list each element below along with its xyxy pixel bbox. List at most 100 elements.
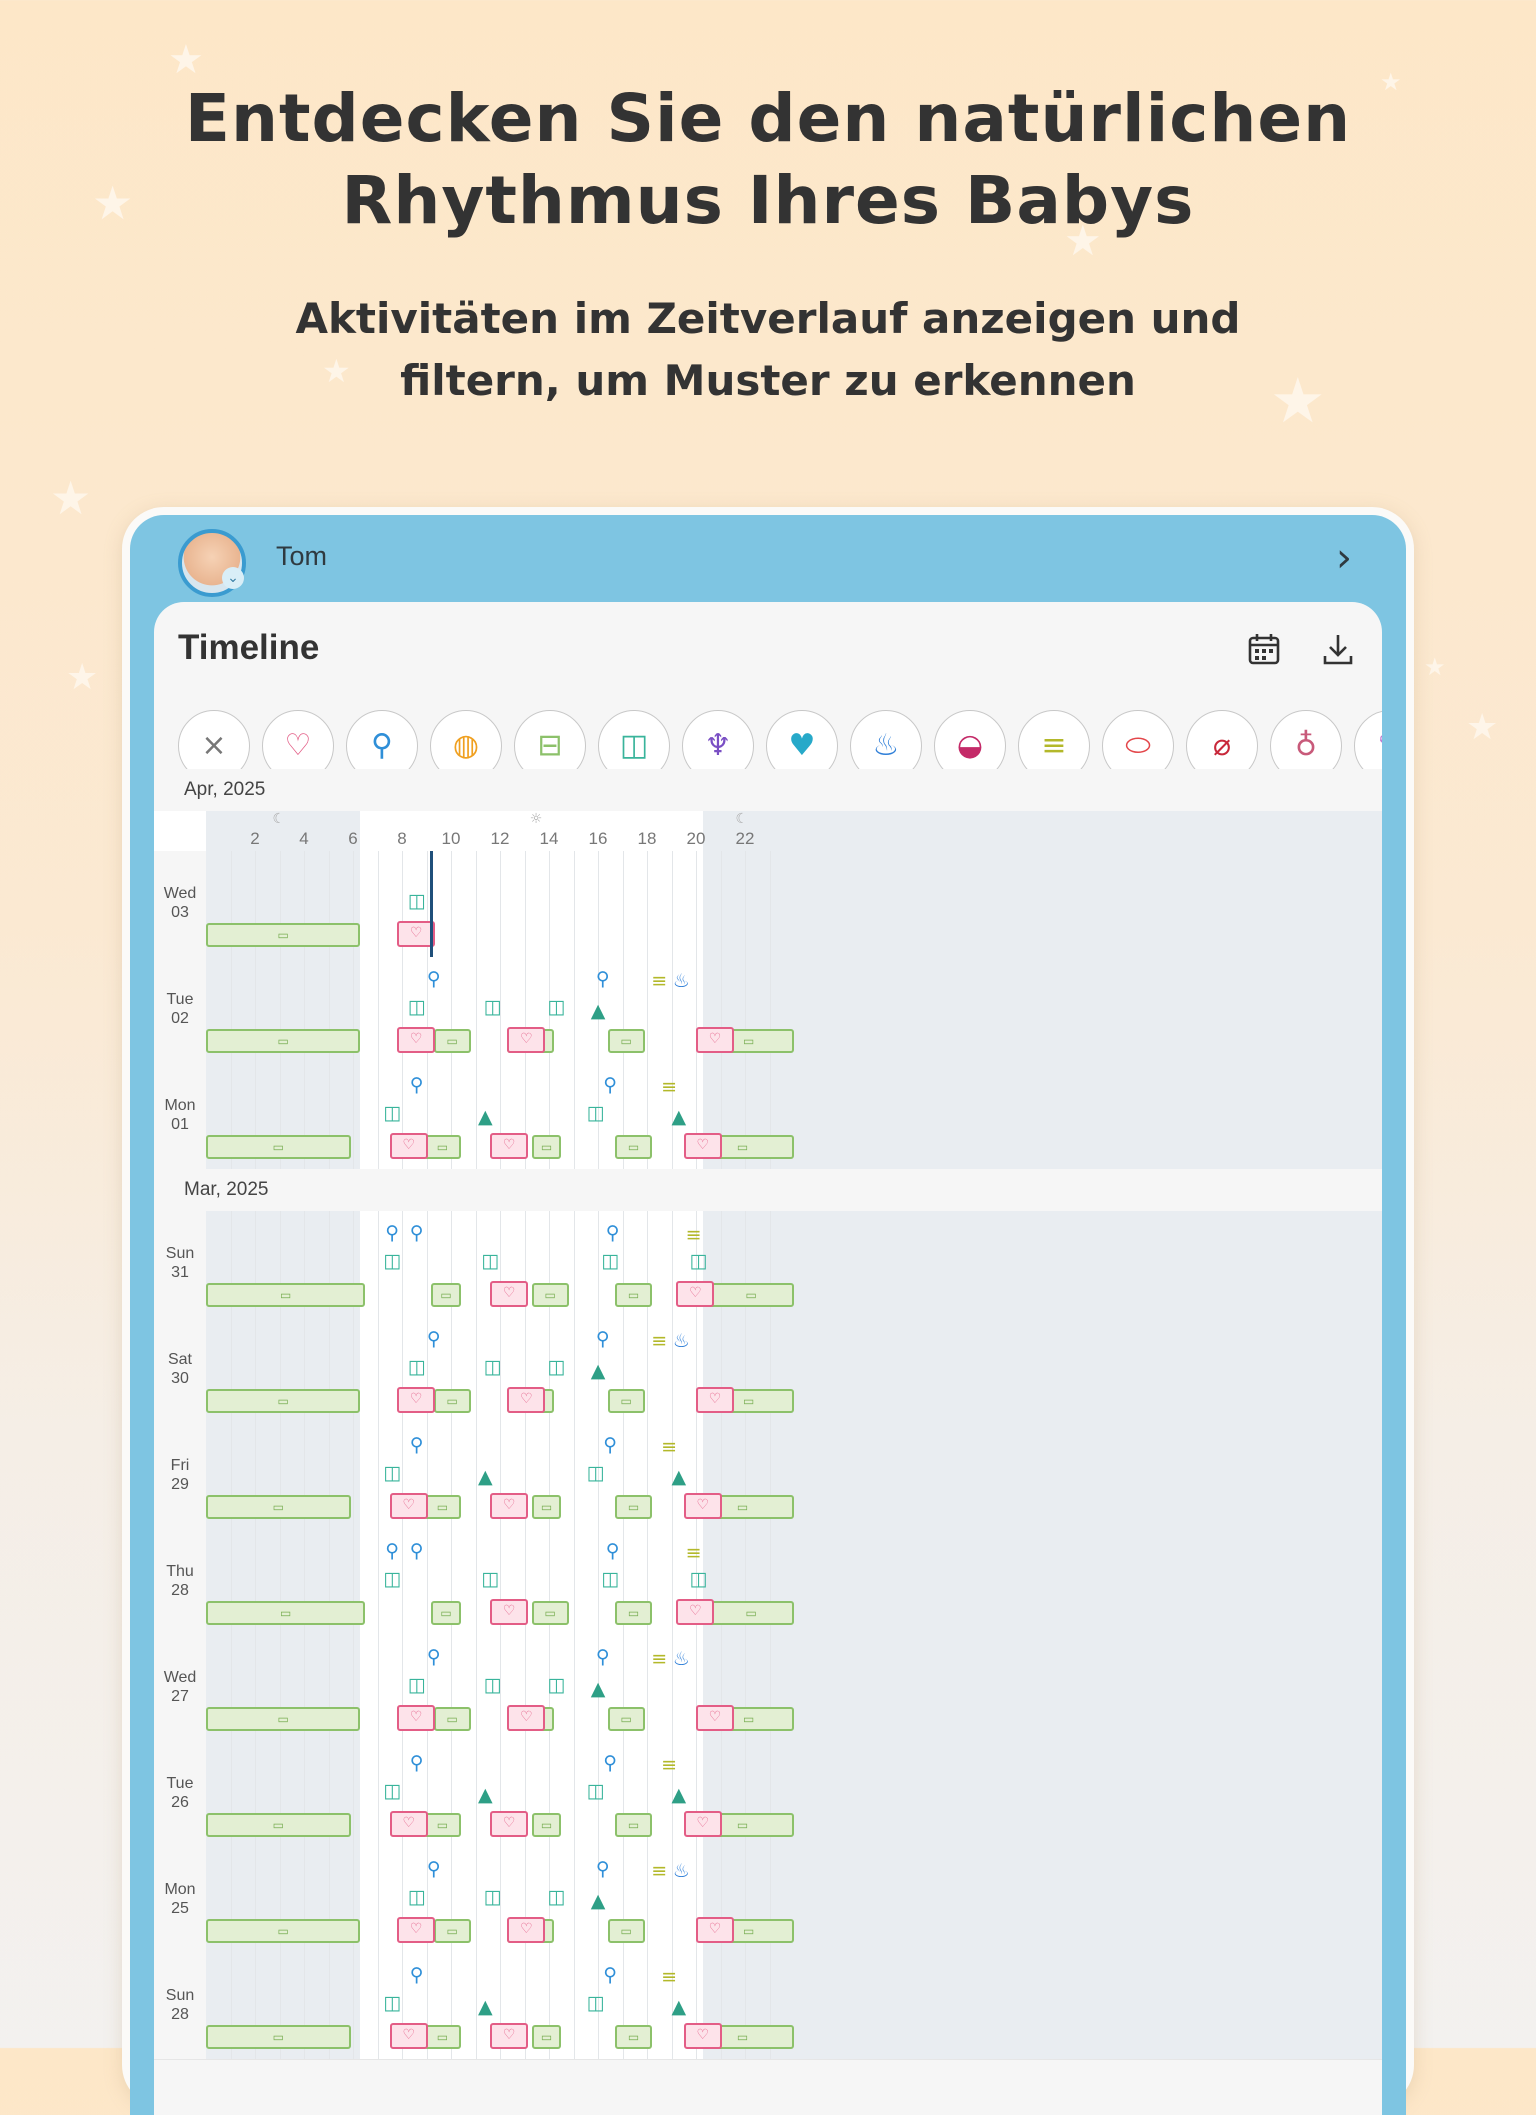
sleep-bar[interactable]: ▭ (424, 2025, 461, 2049)
sleep-bar[interactable]: ▭ (206, 1135, 351, 1159)
calendar-icon[interactable] (1244, 632, 1284, 672)
day-row[interactable]: Thu 28 ▭ ▭ ▭ ▭ ▭ ♡ ♡ ⚲ ⚲ ⚲ ◫ ◫ ◫ ◫ ≡ (154, 1529, 1382, 1636)
bath-icon[interactable]: ♨ (672, 1330, 690, 1352)
bottle-icon[interactable]: ⚲ (409, 1222, 424, 1244)
bottle-icon[interactable]: ⚲ (409, 1540, 424, 1562)
sleep-bar[interactable]: ▭ (424, 1813, 461, 1837)
bath-icon[interactable]: ♨ (672, 970, 690, 992)
breastfeeding-marker[interactable]: ♡ (683, 1493, 722, 1519)
bottle-icon[interactable]: ⚲ (426, 968, 441, 990)
sleep-bar[interactable]: ▭ (531, 1135, 562, 1159)
diaper-icon[interactable]: ◫ (407, 1886, 426, 1908)
day-row[interactable]: Mon 01 ▭ ▭ ▭ ▭ ▭ ♡ ♡ ♡ ⚲ ⚲ ◫ ◫ ▲ ▲ ≡ (154, 1063, 1382, 1170)
breastfeeding-marker[interactable]: ♡ (507, 1027, 546, 1053)
chevron-down-icon[interactable]: ⌄ (222, 567, 244, 589)
sleep-bar[interactable]: ▭ (206, 1029, 361, 1053)
sleep-bar[interactable]: ▭ (615, 1495, 652, 1519)
breastfeeding-marker[interactable]: ♡ (490, 2023, 529, 2049)
chevron-right-icon[interactable]: › (1336, 535, 1352, 581)
poop-icon[interactable]: ▲ (590, 1360, 606, 1382)
poop-icon[interactable]: ▲ (671, 1784, 687, 1806)
diaper-icon[interactable]: ◫ (547, 1356, 566, 1378)
breastfeeding-marker[interactable]: ♡ (507, 1917, 546, 1943)
poop-icon[interactable]: ▲ (477, 1466, 493, 1488)
bottle-icon[interactable]: ⚲ (603, 1434, 618, 1456)
toothbrush-icon[interactable]: ≡ (651, 1648, 668, 1670)
sleep-bar[interactable]: ▭ (206, 923, 361, 947)
breastfeeding-marker[interactable]: ♡ (696, 1917, 734, 1943)
breastfeeding-marker[interactable]: ♡ (490, 1133, 529, 1159)
toothbrush-icon[interactable]: ≡ (651, 1860, 668, 1882)
sleep-bar[interactable]: ▭ (531, 1601, 569, 1625)
toothbrush-icon[interactable]: ≡ (661, 1436, 677, 1458)
poop-icon[interactable]: ▲ (477, 1784, 493, 1806)
diaper-icon[interactable]: ◫ (383, 1780, 402, 1802)
sleep-bar[interactable]: ▭ (615, 1601, 652, 1625)
breastfeeding-marker[interactable]: ♡ (389, 1811, 428, 1837)
breastfeeding-marker[interactable]: ♡ (397, 1027, 436, 1053)
diaper-icon[interactable]: ◫ (547, 1886, 566, 1908)
breastfeeding-marker[interactable]: ♡ (397, 921, 436, 947)
diaper-icon[interactable]: ◫ (483, 1886, 502, 1908)
sleep-bar[interactable]: ▭ (206, 1919, 361, 1943)
toothbrush-icon[interactable]: ≡ (685, 1224, 702, 1246)
sleep-bar[interactable]: ▭ (424, 1135, 461, 1159)
sleep-bar[interactable]: ▭ (531, 1813, 562, 1837)
diaper-icon[interactable]: ◫ (586, 1102, 605, 1124)
breastfeeding-marker[interactable]: ♡ (683, 1811, 722, 1837)
bottle-icon[interactable]: ⚲ (605, 1222, 620, 1244)
sleep-bar[interactable]: ▭ (433, 1389, 471, 1413)
sleep-bar[interactable]: ▭ (431, 1601, 461, 1625)
sleep-bar[interactable]: ▭ (531, 1283, 569, 1307)
bath-icon[interactable]: ♨ (672, 1860, 690, 1882)
diaper-icon[interactable]: ◫ (601, 1250, 620, 1272)
baby-name[interactable]: Tom (276, 541, 328, 571)
sleep-bar[interactable]: ▭ (531, 2025, 562, 2049)
day-row[interactable]: Wed 03 ▭ ♡ ◫ (154, 851, 1382, 958)
bottle-icon[interactable]: ⚲ (426, 1646, 441, 1668)
bottle-icon[interactable]: ⚲ (426, 1328, 441, 1350)
breastfeeding-marker[interactable]: ♡ (490, 1281, 529, 1307)
diaper-icon[interactable]: ◫ (383, 1462, 402, 1484)
bottle-icon[interactable]: ⚲ (605, 1540, 620, 1562)
breastfeeding-marker[interactable]: ♡ (683, 2023, 722, 2049)
toothbrush-icon[interactable]: ≡ (651, 970, 668, 992)
diaper-icon[interactable]: ◫ (547, 1674, 566, 1696)
sleep-bar[interactable]: ▭ (531, 1495, 562, 1519)
sleep-bar[interactable]: ▭ (206, 1495, 351, 1519)
sleep-bar[interactable]: ▭ (708, 1283, 794, 1307)
diaper-icon[interactable]: ◫ (586, 1992, 605, 2014)
sleep-bar[interactable]: ▭ (607, 1919, 645, 1943)
diaper-icon[interactable]: ◫ (481, 1250, 500, 1272)
sleep-bar[interactable]: ▭ (607, 1029, 645, 1053)
diaper-icon[interactable]: ◫ (586, 1462, 605, 1484)
bottle-icon[interactable]: ⚲ (603, 1964, 618, 1986)
sleep-bar[interactable]: ▭ (206, 2025, 351, 2049)
diaper-icon[interactable]: ◫ (407, 890, 426, 912)
sleep-bar[interactable]: ▭ (615, 2025, 652, 2049)
diaper-icon[interactable]: ◫ (383, 1568, 402, 1590)
diaper-icon[interactable]: ◫ (407, 996, 426, 1018)
breastfeeding-marker[interactable]: ♡ (490, 1493, 529, 1519)
sleep-bar[interactable]: ▭ (431, 1283, 461, 1307)
sleep-bar[interactable]: ▭ (708, 1601, 794, 1625)
breastfeeding-marker[interactable]: ♡ (676, 1599, 715, 1625)
breastfeeding-marker[interactable]: ♡ (696, 1387, 734, 1413)
toothbrush-icon[interactable]: ≡ (685, 1542, 702, 1564)
diaper-icon[interactable]: ◫ (586, 1780, 605, 1802)
poop-icon[interactable]: ▲ (671, 1996, 687, 2018)
poop-icon[interactable]: ▲ (671, 1466, 687, 1488)
bottle-icon[interactable]: ⚲ (385, 1540, 400, 1562)
bottle-icon[interactable]: ⚲ (426, 1858, 441, 1880)
diaper-icon[interactable]: ◫ (483, 996, 502, 1018)
sleep-bar[interactable]: ▭ (607, 1389, 645, 1413)
breastfeeding-marker[interactable]: ♡ (507, 1705, 546, 1731)
day-row[interactable]: Sun 28 ▭ ▭ ▭ ▭ ▭ ♡ ♡ ♡ ⚲ ⚲ ◫ ◫ ▲ ▲ ≡ (154, 1953, 1382, 2060)
diaper-icon[interactable]: ◫ (601, 1568, 620, 1590)
sleep-bar[interactable]: ▭ (424, 1495, 461, 1519)
sleep-bar[interactable]: ▭ (615, 1283, 652, 1307)
breastfeeding-marker[interactable]: ♡ (696, 1027, 734, 1053)
